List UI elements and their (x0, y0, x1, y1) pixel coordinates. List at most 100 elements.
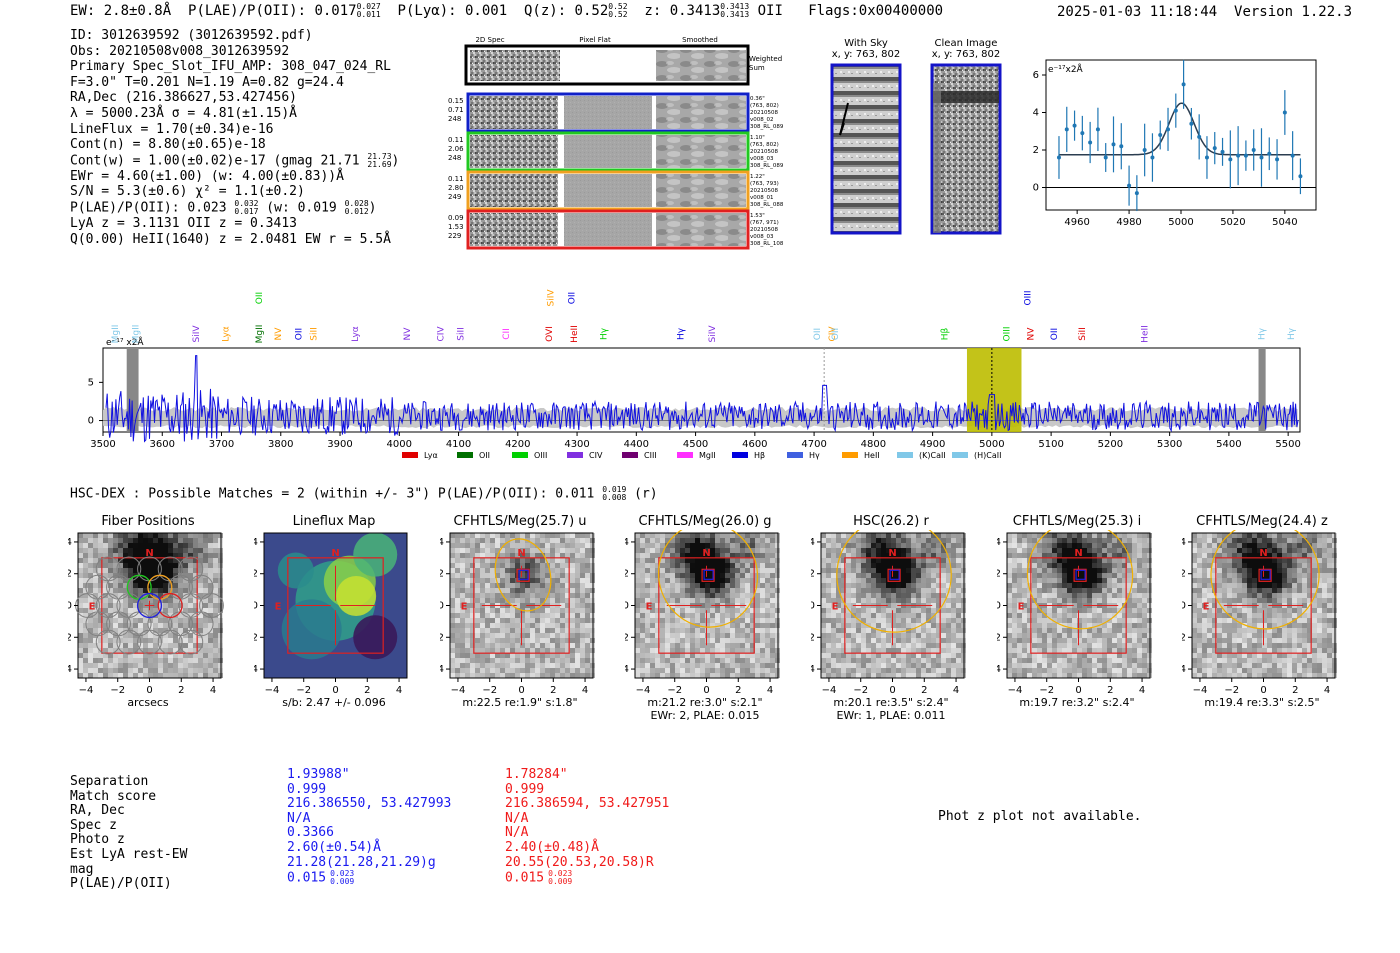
clean-title: Clean Image (934, 38, 998, 49)
cutout-pixel (730, 588, 735, 593)
cutout-pixel (103, 548, 108, 553)
cutout-pixel (153, 633, 158, 638)
cutout-pixel (450, 638, 455, 643)
full-xtick-label: 4600 (742, 439, 767, 450)
cutout-pixel (78, 668, 83, 673)
cutout-pixel (1117, 653, 1122, 658)
cutout-pixel (153, 653, 158, 658)
cutout-pixel (1237, 533, 1242, 538)
cutout-pixel (861, 608, 866, 613)
cutout-pixel (78, 628, 83, 633)
cutout-pixel (725, 663, 730, 668)
cutout-pixel (635, 653, 640, 658)
cutout-pixel (1222, 553, 1227, 558)
cutout-pixel (500, 553, 505, 558)
cutout-pixel (675, 618, 680, 623)
cutout-pixel (841, 563, 846, 568)
cutout-pixel (108, 633, 113, 638)
cutout-pixel (178, 578, 183, 583)
cutout-xtick-label: −2 (1039, 685, 1054, 696)
cutout-pixel (660, 668, 665, 673)
source-ellipse (1026, 530, 1134, 630)
cutout-pixel (520, 623, 525, 628)
cutout-pixel (680, 543, 685, 548)
cutout-pixel (1037, 558, 1042, 563)
cutout-pixel (545, 668, 550, 673)
cutout-pixel (735, 608, 740, 613)
cutout-pixel (168, 603, 173, 608)
cutout-pixel (465, 548, 470, 553)
cutout-pixel (675, 633, 680, 638)
cutout-pixel (88, 618, 93, 623)
cutout-pixel (846, 648, 851, 653)
cutout-pixel (88, 538, 93, 543)
cutout-pixel (871, 598, 876, 603)
cutout-pixel (530, 673, 535, 678)
cutout-pixel (1032, 588, 1037, 593)
cutout-pixel (655, 613, 660, 618)
cutout-pixel (720, 558, 725, 563)
cutout-pixel (695, 533, 700, 538)
cutout-pixel (153, 628, 158, 633)
cutout-pixel (1237, 538, 1242, 543)
cutout-pixel (123, 553, 128, 558)
cutout-pixel (635, 618, 640, 623)
cutout-pixel (660, 648, 665, 653)
cutout-pixel (886, 538, 891, 543)
cutout-pixel (1062, 583, 1067, 588)
cutout-pixel (896, 663, 901, 668)
cutout-pixel (118, 578, 123, 583)
cutout-pixel (1042, 558, 1047, 563)
cutout-pixel (450, 618, 455, 623)
cutout-pixel (128, 563, 133, 568)
spec2d-row-info: 308_RL_088 (750, 202, 784, 208)
cutout-pixel (941, 533, 946, 538)
cutout-pixel (1067, 668, 1072, 673)
cutout-pixel (1047, 593, 1052, 598)
cutout-pixel (926, 548, 931, 553)
cutout-pixel (730, 538, 735, 543)
cutout-pixel (1097, 548, 1102, 553)
cutout-pixel (1292, 548, 1297, 553)
zoom-plot-frame (1045, 59, 1317, 211)
cutout-pixel (173, 633, 178, 638)
cutout-pixel (710, 598, 715, 603)
cutout-pixel (765, 623, 770, 628)
cutout-pixel (1092, 578, 1097, 583)
cutout-pixel (760, 623, 765, 628)
cutout-pixel (1057, 608, 1062, 613)
cutout-pixel (1122, 658, 1127, 663)
cutout-pixel (931, 623, 936, 628)
cutout-pixel (575, 543, 580, 548)
cutout-pixel (560, 593, 565, 598)
cutout-pixel (555, 613, 560, 618)
cutout-pixel (730, 628, 735, 633)
cutout-pixel (1072, 598, 1077, 603)
cutout-pixel (931, 563, 936, 568)
cutout-pixel (183, 533, 188, 538)
cutout-pixel (505, 593, 510, 598)
cutout-pixel (705, 598, 710, 603)
cutout-pixel (148, 658, 153, 663)
cutout-pixel (700, 548, 705, 553)
cutout-pixel (550, 633, 555, 638)
cutout-pixel (208, 623, 213, 628)
cutout-pixel (495, 643, 500, 648)
cutout-pixel (831, 643, 836, 648)
cutout-pixel (1072, 658, 1077, 663)
cutout-pixel (635, 633, 640, 638)
cutout-pixel (470, 648, 475, 653)
cutout-pixel (1202, 543, 1207, 548)
cutout-pixel (213, 613, 218, 618)
cutout-xtick-label: −4 (79, 685, 94, 696)
cutout-panel: CFHTLS/Meg(24.4) zNE−4−4−2−2002244m:19.4… (1182, 512, 1342, 732)
cutout-pixel (455, 628, 460, 633)
cutout-pixel (1207, 538, 1212, 543)
cutout-pixel (715, 633, 720, 638)
cutout-pixel (931, 543, 936, 548)
cutout-pixel (545, 618, 550, 623)
cutout-pixel (730, 613, 735, 618)
cutout-pixel (760, 588, 765, 593)
cutout-pixel (911, 568, 916, 573)
cutout-pixel (540, 658, 545, 663)
